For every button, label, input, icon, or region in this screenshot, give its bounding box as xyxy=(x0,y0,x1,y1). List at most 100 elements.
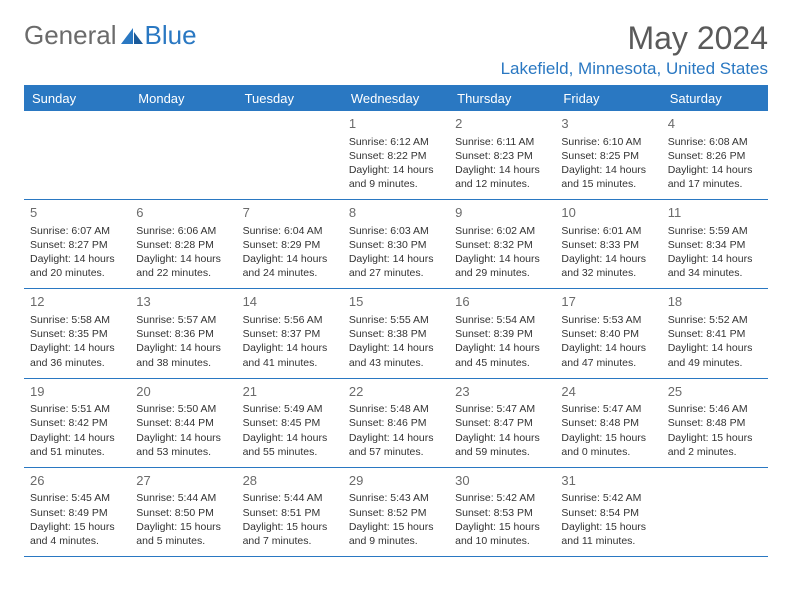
calendar-day-cell: 11 Sunrise: 5:59 AMSunset: 8:34 PMDayligh… xyxy=(662,200,768,289)
calendar-week-row: 12 Sunrise: 5:58 AMSunset: 8:35 PMDayligh… xyxy=(24,289,768,378)
calendar-day-cell: 19Sunrise: 5:51 AMSunset: 8:42 PMDayligh… xyxy=(24,378,130,467)
day-number: 22 xyxy=(349,383,443,401)
calendar-day-cell: 17 Sunrise: 5:53 AMSunset: 8:40 PMDayligh… xyxy=(555,289,661,378)
weekday-header: Friday xyxy=(555,86,661,112)
calendar-body: 1 Sunrise: 6:12 AMSunset: 8:22 PMDaylight… xyxy=(24,111,768,557)
day-info: Sunrise: 5:44 AMSunset: 8:51 PMDaylight:… xyxy=(243,491,337,548)
calendar-day-cell: 6Sunrise: 6:06 AMSunset: 8:28 PMDaylight… xyxy=(130,200,236,289)
day-info: Sunrise: 5:49 AMSunset: 8:45 PMDaylight:… xyxy=(243,402,337,459)
day-info: Sunrise: 6:01 AMSunset: 8:33 PMDaylight:… xyxy=(561,224,655,281)
day-number: 13 xyxy=(136,293,230,311)
day-number: 5 xyxy=(30,204,124,222)
day-info: Sunrise: 6:12 AMSunset: 8:22 PMDaylight:… xyxy=(349,135,443,192)
calendar-day-cell: 30Sunrise: 5:42 AMSunset: 8:53 PMDayligh… xyxy=(449,467,555,556)
day-info: Sunrise: 5:56 AMSunset: 8:37 PMDaylight:… xyxy=(243,313,337,370)
day-info: Sunrise: 5:47 AMSunset: 8:48 PMDaylight:… xyxy=(561,402,655,459)
day-number: 29 xyxy=(349,472,443,490)
calendar-day-cell: 26Sunrise: 5:45 AMSunset: 8:49 PMDayligh… xyxy=(24,467,130,556)
calendar-day-cell: 20Sunrise: 5:50 AMSunset: 8:44 PMDayligh… xyxy=(130,378,236,467)
day-number: 19 xyxy=(30,383,124,401)
day-info: Sunrise: 5:48 AMSunset: 8:46 PMDaylight:… xyxy=(349,402,443,459)
calendar-day-cell: 23Sunrise: 5:47 AMSunset: 8:47 PMDayligh… xyxy=(449,378,555,467)
calendar-day-cell: 28Sunrise: 5:44 AMSunset: 8:51 PMDayligh… xyxy=(237,467,343,556)
calendar-day-cell: 3 Sunrise: 6:10 AMSunset: 8:25 PMDaylight… xyxy=(555,111,661,200)
calendar-day-cell xyxy=(662,467,768,556)
day-info: Sunrise: 5:51 AMSunset: 8:42 PMDaylight:… xyxy=(30,402,124,459)
day-number: 3 xyxy=(561,115,655,133)
title-block: May 2024 Lakefield, Minnesota, United St… xyxy=(501,20,768,79)
day-info: Sunrise: 5:43 AMSunset: 8:52 PMDaylight:… xyxy=(349,491,443,548)
calendar-day-cell: 7Sunrise: 6:04 AMSunset: 8:29 PMDaylight… xyxy=(237,200,343,289)
calendar-day-cell: 25Sunrise: 5:46 AMSunset: 8:48 PMDayligh… xyxy=(662,378,768,467)
day-info: Sunrise: 5:47 AMSunset: 8:47 PMDaylight:… xyxy=(455,402,549,459)
day-number: 25 xyxy=(668,383,762,401)
day-number: 7 xyxy=(243,204,337,222)
day-number: 6 xyxy=(136,204,230,222)
day-number: 1 xyxy=(349,115,443,133)
day-number: 18 xyxy=(668,293,762,311)
weekday-header: Sunday xyxy=(24,86,130,112)
header: General Blue May 2024 Lakefield, Minneso… xyxy=(24,20,768,79)
weekday-header: Thursday xyxy=(449,86,555,112)
day-info: Sunrise: 6:07 AMSunset: 8:27 PMDaylight:… xyxy=(30,224,124,281)
page-title: May 2024 xyxy=(501,20,768,57)
day-number: 23 xyxy=(455,383,549,401)
calendar-day-cell: 22Sunrise: 5:48 AMSunset: 8:46 PMDayligh… xyxy=(343,378,449,467)
day-info: Sunrise: 6:10 AMSunset: 8:25 PMDaylight:… xyxy=(561,135,655,192)
day-info: Sunrise: 5:44 AMSunset: 8:50 PMDaylight:… xyxy=(136,491,230,548)
day-number: 20 xyxy=(136,383,230,401)
day-number: 21 xyxy=(243,383,337,401)
calendar-day-cell: 10 Sunrise: 6:01 AMSunset: 8:33 PMDayligh… xyxy=(555,200,661,289)
day-number: 24 xyxy=(561,383,655,401)
calendar-day-cell: 9 Sunrise: 6:02 AMSunset: 8:32 PMDaylight… xyxy=(449,200,555,289)
weekday-header: Monday xyxy=(130,86,236,112)
day-info: Sunrise: 5:54 AMSunset: 8:39 PMDaylight:… xyxy=(455,313,549,370)
day-number: 9 xyxy=(455,204,549,222)
logo-text-general: General xyxy=(24,20,117,51)
day-number: 12 xyxy=(30,293,124,311)
day-info: Sunrise: 5:45 AMSunset: 8:49 PMDaylight:… xyxy=(30,491,124,548)
day-number: 10 xyxy=(561,204,655,222)
calendar-day-cell: 15Sunrise: 5:55 AMSunset: 8:38 PMDayligh… xyxy=(343,289,449,378)
calendar-week-row: 1 Sunrise: 6:12 AMSunset: 8:22 PMDaylight… xyxy=(24,111,768,200)
day-info: Sunrise: 5:50 AMSunset: 8:44 PMDaylight:… xyxy=(136,402,230,459)
calendar-week-row: 26Sunrise: 5:45 AMSunset: 8:49 PMDayligh… xyxy=(24,467,768,556)
day-number: 11 xyxy=(668,204,762,222)
day-info: Sunrise: 5:55 AMSunset: 8:38 PMDaylight:… xyxy=(349,313,443,370)
weekday-header: Saturday xyxy=(662,86,768,112)
calendar-day-cell: 21Sunrise: 5:49 AMSunset: 8:45 PMDayligh… xyxy=(237,378,343,467)
day-number: 16 xyxy=(455,293,549,311)
day-info: Sunrise: 5:42 AMSunset: 8:54 PMDaylight:… xyxy=(561,491,655,548)
weekday-header: Wednesday xyxy=(343,86,449,112)
day-info: Sunrise: 5:53 AMSunset: 8:40 PMDaylight:… xyxy=(561,313,655,370)
day-info: Sunrise: 6:03 AMSunset: 8:30 PMDaylight:… xyxy=(349,224,443,281)
calendar-day-cell: 4 Sunrise: 6:08 AMSunset: 8:26 PMDaylight… xyxy=(662,111,768,200)
calendar-day-cell: 2Sunrise: 6:11 AMSunset: 8:23 PMDaylight… xyxy=(449,111,555,200)
day-number: 26 xyxy=(30,472,124,490)
day-number: 2 xyxy=(455,115,549,133)
day-number: 14 xyxy=(243,293,337,311)
day-info: Sunrise: 5:58 AMSunset: 8:35 PMDaylight:… xyxy=(30,313,124,370)
calendar-day-cell: 27Sunrise: 5:44 AMSunset: 8:50 PMDayligh… xyxy=(130,467,236,556)
day-info: Sunrise: 5:46 AMSunset: 8:48 PMDaylight:… xyxy=(668,402,762,459)
calendar-day-cell: 16 Sunrise: 5:54 AMSunset: 8:39 PMDayligh… xyxy=(449,289,555,378)
day-info: Sunrise: 6:08 AMSunset: 8:26 PMDaylight:… xyxy=(668,135,762,192)
day-number: 31 xyxy=(561,472,655,490)
calendar-week-row: 19Sunrise: 5:51 AMSunset: 8:42 PMDayligh… xyxy=(24,378,768,467)
calendar-day-cell xyxy=(130,111,236,200)
day-number: 4 xyxy=(668,115,762,133)
calendar-day-cell: 29Sunrise: 5:43 AMSunset: 8:52 PMDayligh… xyxy=(343,467,449,556)
calendar-day-cell: 12 Sunrise: 5:58 AMSunset: 8:35 PMDayligh… xyxy=(24,289,130,378)
day-info: Sunrise: 5:42 AMSunset: 8:53 PMDaylight:… xyxy=(455,491,549,548)
logo-sail-icon xyxy=(121,28,143,44)
calendar-day-cell xyxy=(24,111,130,200)
day-info: Sunrise: 5:59 AMSunset: 8:34 PMDaylight:… xyxy=(668,224,762,281)
day-number: 28 xyxy=(243,472,337,490)
weekday-header: Tuesday xyxy=(237,86,343,112)
day-number: 17 xyxy=(561,293,655,311)
logo: General Blue xyxy=(24,20,197,51)
calendar-day-cell: 31Sunrise: 5:42 AMSunset: 8:54 PMDayligh… xyxy=(555,467,661,556)
day-number: 27 xyxy=(136,472,230,490)
day-number: 30 xyxy=(455,472,549,490)
day-info: Sunrise: 6:02 AMSunset: 8:32 PMDaylight:… xyxy=(455,224,549,281)
